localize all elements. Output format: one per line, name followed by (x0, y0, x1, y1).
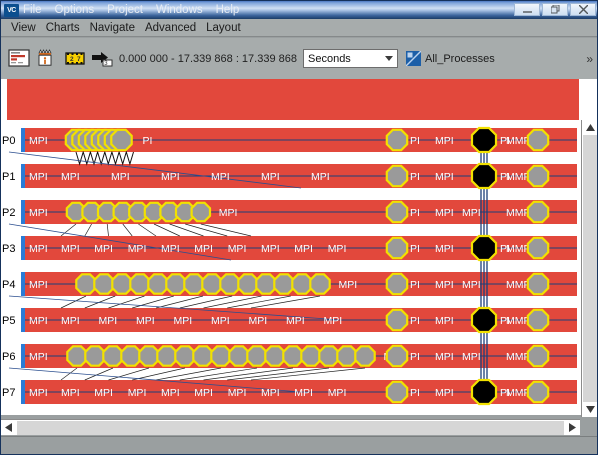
svg-text:PI: PI (410, 171, 420, 183)
svg-text:MPI: MPI (111, 171, 130, 183)
svg-text:MPI: MPI (128, 387, 147, 399)
svg-text:MPI: MPI (286, 315, 305, 327)
svg-text:MPI: MPI (61, 243, 80, 255)
svg-text:MPI: MPI (462, 207, 481, 219)
svg-text:MPI: MPI (174, 315, 193, 327)
svg-text:P3: P3 (2, 243, 15, 255)
svg-text:MPI: MPI (29, 279, 48, 291)
svg-text:MPI: MPI (311, 171, 330, 183)
svg-text:PI: PI (410, 243, 420, 255)
svg-text:MPI: MPI (94, 387, 113, 399)
svg-text:MPI: MPI (462, 351, 481, 363)
svg-text:MPI: MPI (128, 243, 147, 255)
svg-text:MPI: MPI (462, 279, 481, 291)
svg-text:MPI: MPI (29, 171, 48, 183)
svg-text:MPI: MPI (294, 387, 313, 399)
svg-text:MPI: MPI (228, 387, 247, 399)
svg-text:MPI: MPI (261, 387, 280, 399)
svg-text:PI: PI (143, 135, 153, 147)
svg-text:MPI: MPI (228, 243, 247, 255)
svg-text:MPI: MPI (194, 243, 213, 255)
svg-text:P2: P2 (2, 207, 15, 219)
svg-text:2: 2 (70, 56, 74, 63)
svg-text:MPI: MPI (435, 243, 454, 255)
svg-text:MPI: MPI (61, 171, 80, 183)
svg-text:MPI: MPI (324, 315, 343, 327)
svg-text:PI: PI (410, 315, 420, 327)
svg-text:MPI: MPI (194, 387, 213, 399)
svg-text:MPI: MPI (211, 315, 230, 327)
svg-text:MPI: MPI (435, 351, 454, 363)
svg-text:P0: P0 (2, 135, 15, 147)
svg-text:MPI: MPI (161, 387, 180, 399)
svg-text:MPI: MPI (435, 279, 454, 291)
svg-text:MPI: MPI (161, 171, 180, 183)
svg-text:P6: P6 (2, 351, 15, 363)
svg-text:P4: P4 (2, 279, 15, 291)
svg-text:PI: PI (410, 207, 420, 219)
svg-text:MPI: MPI (294, 243, 313, 255)
svg-text:MPI: MPI (261, 243, 280, 255)
svg-text:P7: P7 (2, 387, 15, 399)
svg-text:MPI: MPI (435, 387, 454, 399)
svg-text:MPI: MPI (211, 171, 230, 183)
svg-text:MPI: MPI (261, 171, 280, 183)
svg-text:MPI: MPI (435, 207, 454, 219)
svg-text:MPI: MPI (29, 351, 48, 363)
svg-text:MPI: MPI (435, 171, 454, 183)
svg-text:PI: PI (410, 387, 420, 399)
svg-text:MPI: MPI (29, 135, 48, 147)
svg-text:MPI: MPI (29, 207, 48, 219)
svg-text:MPI: MPI (249, 315, 268, 327)
svg-text:MPI: MPI (29, 243, 48, 255)
svg-text:MPI: MPI (328, 387, 347, 399)
svg-text:P1: P1 (2, 171, 15, 183)
svg-text:7: 7 (77, 56, 81, 63)
svg-text:PI: PI (410, 279, 420, 291)
svg-text:MPI: MPI (435, 315, 454, 327)
svg-text:MPI: MPI (61, 315, 80, 327)
svg-text:MPI: MPI (61, 387, 80, 399)
svg-text:MPI: MPI (99, 315, 118, 327)
svg-text:P5: P5 (2, 315, 15, 327)
svg-text:PI: PI (410, 135, 420, 147)
svg-text:MPI: MPI (161, 243, 180, 255)
svg-text:MPI: MPI (29, 387, 48, 399)
svg-text:MPI: MPI (339, 279, 358, 291)
svg-text:MPI: MPI (29, 315, 48, 327)
svg-text:MPI: MPI (435, 135, 454, 147)
svg-text:MPI: MPI (219, 207, 238, 219)
svg-text:MPI: MPI (136, 315, 155, 327)
svg-text:MPI: MPI (94, 243, 113, 255)
svg-text:PI: PI (410, 351, 420, 363)
svg-text:MPI: MPI (328, 243, 347, 255)
